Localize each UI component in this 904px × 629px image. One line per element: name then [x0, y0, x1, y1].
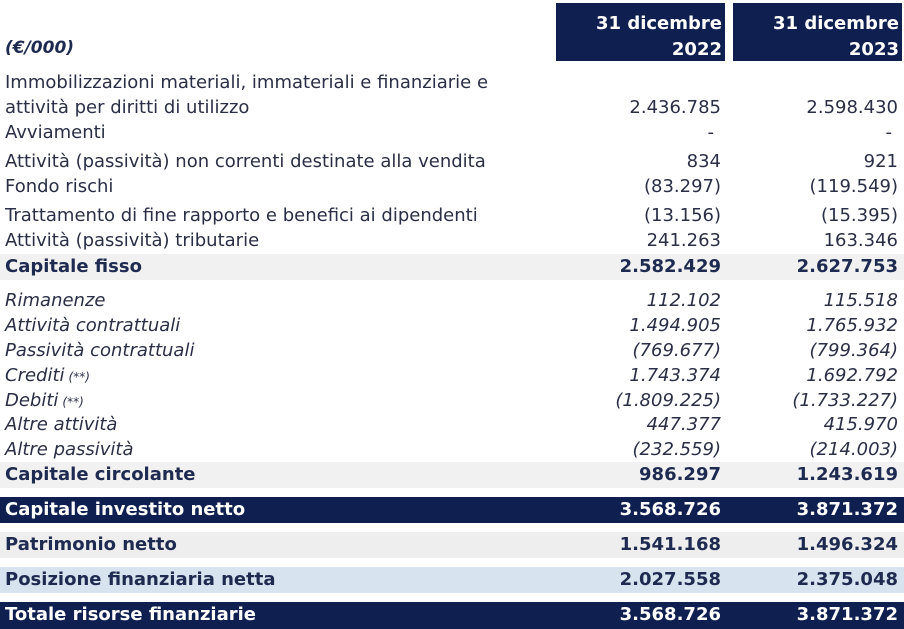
value-2022: (769.677): [632, 340, 721, 361]
value-2023: 3.871.372: [796, 604, 898, 625]
unit-label: (€/000): [5, 38, 75, 58]
table-row: Debiti (**) (1.809.225) (1.733.227): [0, 390, 904, 414]
value-2023: (1.733.227): [792, 390, 898, 411]
row-label: Passività contrattuali: [5, 340, 195, 361]
value-2022: 2.582.429: [619, 256, 721, 277]
row-label: Capitale circolante: [5, 464, 196, 485]
table-row: Avviamenti - -: [0, 122, 904, 146]
value-2023: 1.765.932: [806, 315, 898, 336]
value-2023: 415.970: [823, 414, 898, 435]
row-label: Capitale investito netto: [5, 499, 246, 520]
value-2022: 1.541.168: [619, 534, 721, 555]
value-2022: 1.743.374: [629, 365, 721, 386]
value-2022: 447.377: [646, 414, 721, 435]
value-2023: (799.364): [809, 340, 898, 361]
value-2023: 3.871.372: [796, 499, 898, 520]
table-row: Attività (passività) non correnti destin…: [0, 151, 904, 175]
table-row: Trattamento di fine rapporto e benefici …: [0, 205, 904, 229]
table-row: Crediti (**) 1.743.374 1.692.792: [0, 365, 904, 389]
value-2022: 3.568.726: [619, 604, 721, 625]
value-2022: -: [707, 122, 715, 143]
table-row: Immobilizzazioni materiali, immateriali …: [0, 72, 904, 120]
value-2022: 3.568.726: [619, 499, 721, 520]
value-2022: 2.027.558: [619, 569, 721, 590]
row-label: Attività contrattuali: [5, 315, 181, 336]
column-header-2023: 31 dicembre 2023: [733, 3, 902, 61]
value-2023: (15.395): [820, 205, 898, 226]
row-label: Altre attività: [5, 414, 118, 435]
row-label: Fondo rischi: [5, 176, 114, 197]
value-2022: 241.263: [646, 230, 721, 251]
total-row-capitale-investito-netto: Capitale investito netto 3.568.726 3.871…: [0, 497, 904, 523]
table-row: Passività contrattuali (769.677) (799.36…: [0, 340, 904, 364]
column-header-year: 2023: [848, 39, 899, 60]
value-2022: 2.436.785: [629, 97, 721, 118]
row-label: Crediti (**): [5, 365, 90, 386]
value-2022: 112.102: [646, 290, 721, 311]
footnote-marker: (**): [68, 370, 90, 384]
table-row: Fondo rischi (83.297) (119.549): [0, 176, 904, 200]
column-header-year: 2022: [671, 39, 722, 60]
table-row: Attività (passività) tributarie 241.263 …: [0, 230, 904, 254]
value-2022: 986.297: [639, 464, 721, 485]
value-2023: -: [885, 122, 893, 143]
subtotal-row-capitale-fisso: Capitale fisso 2.582.429 2.627.753: [0, 254, 904, 280]
value-2022: 834: [686, 151, 721, 172]
value-2023: 1.496.324: [796, 534, 898, 555]
row-label: Debiti (**): [5, 390, 84, 411]
row-label-text: Crediti: [5, 365, 65, 386]
column-header-date: 31 dicembre: [773, 13, 899, 34]
row-label: attività per diritti di utilizzo: [5, 97, 250, 118]
row-label: Patrimonio netto: [5, 534, 177, 555]
total-row-patrimonio-netto: Patrimonio netto 1.541.168 1.496.324: [0, 532, 904, 558]
value-2023: (214.003): [809, 439, 898, 460]
value-2022: (232.559): [632, 439, 721, 460]
column-header-date: 31 dicembre: [596, 13, 722, 34]
value-2022: 1.494.905: [629, 315, 721, 336]
row-label: Trattamento di fine rapporto e benefici …: [5, 205, 478, 226]
subtotal-row-capitale-circolante: Capitale circolante 986.297 1.243.619: [0, 462, 904, 488]
row-label: Attività (passività) tributarie: [5, 230, 260, 251]
value-2022: (83.297): [643, 176, 721, 197]
total-row-posizione-finanziaria-netta: Posizione finanziaria netta 2.027.558 2.…: [0, 567, 904, 593]
value-2023: 115.518: [823, 290, 898, 311]
value-2023: 2.375.048: [796, 569, 898, 590]
row-label: Rimanenze: [5, 290, 106, 311]
value-2023: 2.627.753: [796, 256, 898, 277]
row-label-line1: Immobilizzazioni materiali, immateriali …: [5, 72, 489, 93]
footnote-marker: (**): [62, 395, 84, 409]
value-2022: (13.156): [643, 205, 721, 226]
row-label: Posizione finanziaria netta: [5, 569, 276, 590]
value-2023: (119.549): [809, 176, 898, 197]
column-header-2022: 31 dicembre 2022: [556, 3, 725, 61]
table-row: Altre passività (232.559) (214.003): [0, 439, 904, 463]
value-2023: 1.692.792: [806, 365, 898, 386]
row-label: Totale risorse finanziarie: [5, 604, 257, 625]
value-2023: 2.598.430: [806, 97, 898, 118]
table-row: Attività contrattuali 1.494.905 1.765.93…: [0, 315, 904, 339]
value-2023: 1.243.619: [796, 464, 898, 485]
row-label-text: Debiti: [5, 390, 59, 411]
table-row: Rimanenze 112.102 115.518: [0, 290, 904, 314]
table-row: Altre attività 447.377 415.970: [0, 414, 904, 438]
value-2023: 921: [863, 151, 898, 172]
row-label: Avviamenti: [5, 122, 106, 143]
value-2023: 163.346: [823, 230, 898, 251]
row-label: Altre passività: [5, 439, 134, 460]
row-label: Capitale fisso: [5, 256, 142, 277]
row-label: Attività (passività) non correnti destin…: [5, 151, 486, 172]
value-2022: (1.809.225): [615, 390, 721, 411]
total-row-totale-risorse-finanziarie: Totale risorse finanziarie 3.568.726 3.8…: [0, 602, 904, 629]
